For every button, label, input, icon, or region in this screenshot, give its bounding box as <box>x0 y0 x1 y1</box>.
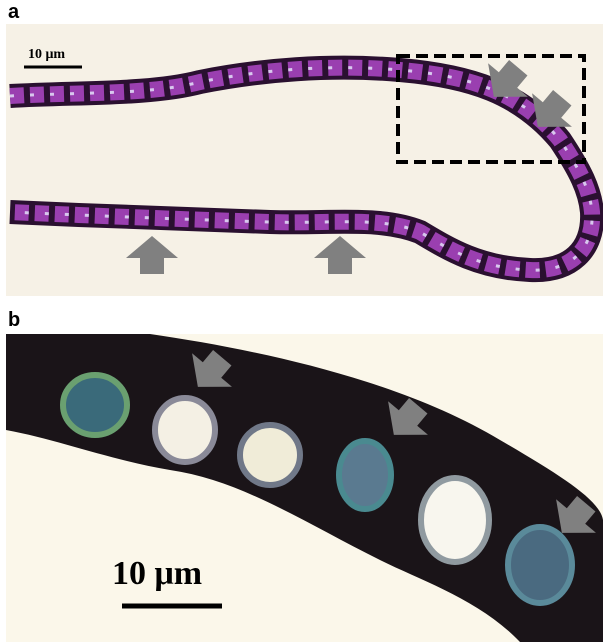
scale-bar-label: 10 μm <box>112 555 202 592</box>
panel-label: a <box>8 1 20 23</box>
cells <box>60 372 575 606</box>
zoom-box <box>396 54 586 164</box>
tissue-cells <box>9 59 601 279</box>
scale-bar-label: 10 μm <box>28 47 65 62</box>
panel-label: b <box>8 309 20 331</box>
tissue-band <box>6 334 603 642</box>
